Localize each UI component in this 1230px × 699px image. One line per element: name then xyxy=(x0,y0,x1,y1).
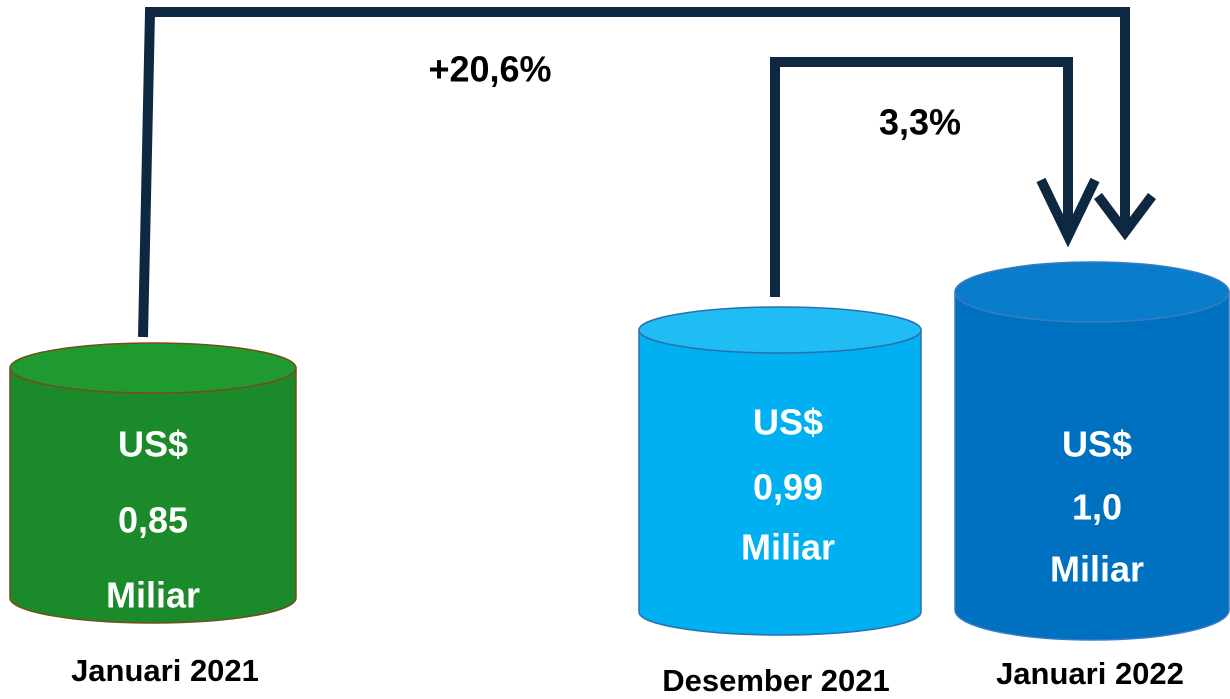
node-text: Miliar xyxy=(741,527,835,568)
arrowhead xyxy=(1094,193,1156,241)
cylinder xyxy=(638,306,922,636)
node-text: US$ xyxy=(1062,424,1132,465)
node-text: 1,0 xyxy=(1072,487,1122,528)
node-text: 0,99 xyxy=(753,467,823,508)
cylinder xyxy=(954,261,1230,641)
arrow-short xyxy=(770,57,1073,297)
change-label: 3,3% xyxy=(879,102,961,143)
node-text: Miliar xyxy=(106,575,200,616)
node-text: US$ xyxy=(753,402,823,443)
node-caption: Januari 2021 xyxy=(71,653,259,688)
node-caption: Desember 2021 xyxy=(662,663,890,698)
node-caption: Januari 2022 xyxy=(996,656,1184,691)
node-text: US$ xyxy=(118,424,188,465)
node-text: 0,85 xyxy=(118,500,188,541)
change-label: +20,6% xyxy=(428,49,551,90)
cylinder xyxy=(9,342,297,624)
arrow-long xyxy=(138,7,1130,338)
arrowhead xyxy=(1036,177,1100,248)
node-text: Miliar xyxy=(1050,549,1144,590)
